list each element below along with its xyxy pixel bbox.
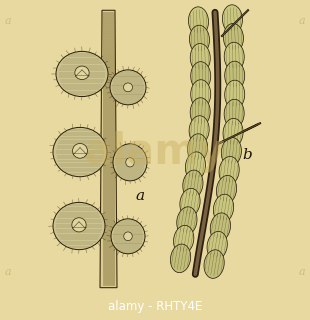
Ellipse shape: [56, 52, 108, 97]
Ellipse shape: [224, 99, 244, 128]
Text: b: b: [242, 148, 252, 162]
Text: a: a: [5, 16, 11, 26]
Ellipse shape: [223, 118, 243, 147]
Ellipse shape: [219, 156, 239, 185]
Ellipse shape: [207, 231, 227, 260]
Ellipse shape: [183, 170, 203, 199]
Polygon shape: [100, 10, 117, 288]
Ellipse shape: [191, 62, 211, 91]
Ellipse shape: [222, 5, 242, 34]
Ellipse shape: [221, 138, 241, 166]
Ellipse shape: [170, 244, 191, 273]
Ellipse shape: [190, 98, 210, 126]
Ellipse shape: [224, 42, 244, 71]
Ellipse shape: [189, 25, 210, 54]
Ellipse shape: [191, 80, 211, 108]
Ellipse shape: [113, 144, 147, 181]
Ellipse shape: [111, 219, 145, 254]
Ellipse shape: [190, 44, 210, 72]
Ellipse shape: [126, 158, 134, 167]
Ellipse shape: [72, 218, 86, 232]
Ellipse shape: [53, 127, 107, 177]
Text: alamy: alamy: [85, 131, 225, 173]
Ellipse shape: [177, 207, 197, 236]
Ellipse shape: [53, 202, 105, 250]
Ellipse shape: [123, 83, 132, 92]
Ellipse shape: [210, 213, 231, 242]
Ellipse shape: [213, 194, 234, 223]
Ellipse shape: [188, 134, 208, 163]
Text: a: a: [5, 267, 11, 277]
Text: a: a: [299, 16, 305, 26]
Ellipse shape: [225, 80, 245, 109]
Ellipse shape: [110, 70, 146, 105]
Text: alamy - RHTY4E: alamy - RHTY4E: [108, 300, 202, 313]
Ellipse shape: [225, 61, 245, 90]
Text: a: a: [135, 189, 144, 203]
Ellipse shape: [216, 175, 237, 204]
Ellipse shape: [73, 143, 87, 158]
Ellipse shape: [185, 152, 206, 180]
Ellipse shape: [204, 250, 224, 278]
Ellipse shape: [188, 7, 209, 36]
Ellipse shape: [189, 116, 209, 144]
Text: a: a: [299, 267, 305, 277]
Ellipse shape: [124, 232, 132, 241]
Ellipse shape: [224, 23, 243, 52]
Ellipse shape: [174, 225, 194, 254]
Ellipse shape: [180, 188, 200, 217]
Ellipse shape: [75, 66, 89, 80]
